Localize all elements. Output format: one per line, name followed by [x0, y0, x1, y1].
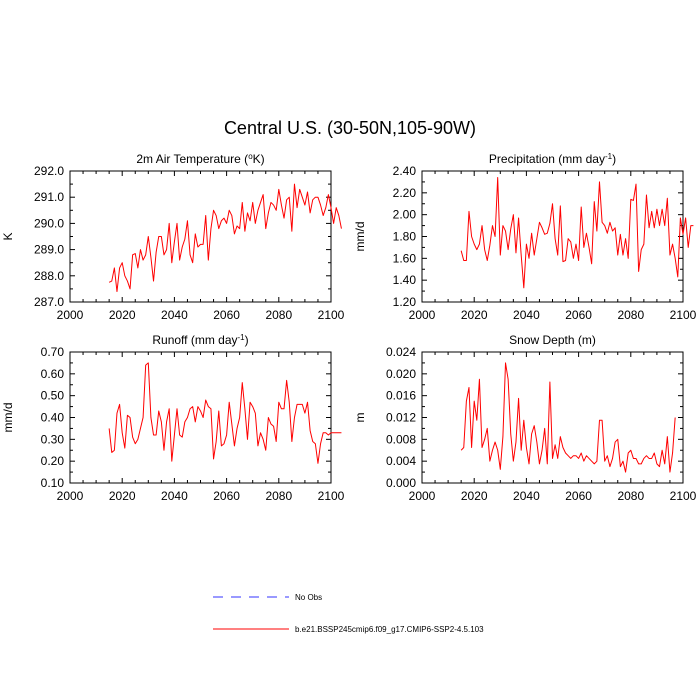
precipitation-y-tick-label: 2.20 — [393, 186, 417, 200]
runoff-y-tick-label: 0.10 — [41, 476, 65, 490]
snow-depth-x-tick-label: 2080 — [617, 489, 644, 503]
snow-depth-series-line — [460, 362, 676, 473]
snow-depth-y-tick-label: 0.020 — [386, 367, 416, 381]
runoff-panel-title: Runoff (mm day-1) — [152, 333, 248, 348]
precipitation-x-tick-label: 2040 — [513, 308, 540, 322]
temperature-y-tick-label: 290.0 — [34, 216, 64, 230]
runoff-x-tick-label: 2000 — [57, 489, 84, 503]
snow-depth-y-tick-label: 0.000 — [386, 476, 416, 490]
runoff-y-tick-label: 0.70 — [41, 345, 65, 359]
snow-depth-x-tick-label: 2020 — [461, 489, 488, 503]
temperature-y-tick-label: 289.0 — [34, 243, 64, 257]
precipitation-y-tick-label: 1.20 — [393, 295, 417, 309]
snow-depth-y-tick-label: 0.016 — [386, 389, 416, 403]
legend: No Obs b.e21.BSSP245cmip6.f09_g17.CMIP6-… — [213, 593, 484, 634]
runoff-x-tick-label: 2100 — [318, 489, 345, 503]
precipitation-x-tick-label: 2100 — [670, 308, 697, 322]
runoff-y-tick-label: 0.30 — [41, 432, 65, 446]
temperature-x-tick-label: 2060 — [213, 308, 240, 322]
precipitation-y-tick-label: 1.80 — [393, 230, 417, 244]
snow-depth-plot-frame — [421, 351, 684, 484]
precipitation-x-tick-label: 2000 — [409, 308, 436, 322]
temperature-y-tick-label: 288.0 — [34, 269, 64, 283]
runoff-y-tick-label: 0.50 — [41, 389, 65, 403]
snow-depth-panel-title: Snow Depth (m) — [509, 333, 596, 347]
panel-temperature: 2m Air Temperature (oK) K 2000 2020 2040 2060… — [1, 152, 345, 323]
temperature-x-tick-label: 2000 — [57, 308, 84, 322]
snow-depth-y-tick-label: 0.004 — [386, 454, 416, 468]
temperature-y-tick-label: 291.0 — [34, 190, 64, 204]
temperature-x-tick-label: 2100 — [318, 308, 345, 322]
panel-precipitation: Precipitation (mm day-1) mm/d 2000 2020 2040… — [353, 152, 697, 323]
precipitation-y-tick-label: 2.00 — [393, 208, 417, 222]
runoff-x-tick-label: 2040 — [161, 489, 188, 503]
runoff-y-tick-label: 0.20 — [41, 454, 65, 468]
runoff-series-line — [108, 362, 342, 464]
snow-depth-x-tick-label: 2000 — [409, 489, 436, 503]
snow-depth-y-tick-label: 0.008 — [386, 432, 416, 446]
snow-depth-x-tick-label: 2040 — [513, 489, 540, 503]
precipitation-y-axis-label: mm/d — [353, 222, 367, 252]
runoff-x-tick-label: 2080 — [265, 489, 292, 503]
snow-depth-y-tick-label: 0.024 — [386, 345, 416, 359]
runoff-y-axis-label: mm/d — [1, 403, 15, 433]
temperature-y-tick-label: 287.0 — [34, 295, 64, 309]
precipitation-x-tick-label: 2060 — [565, 308, 592, 322]
legend-obs-label: No Obs — [295, 593, 322, 602]
snow-depth-x-tick-label: 2100 — [670, 489, 697, 503]
legend-model-label: b.e21.BSSP245cmip6.f09_g17.CMIP6-SSP2-4.… — [295, 625, 484, 634]
precipitation-series-line — [460, 177, 694, 289]
panel-runoff: Runoff (mm day-1) mm/d 2000 2020 2040 2060 208… — [1, 333, 345, 504]
temperature-x-tick-label: 2080 — [265, 308, 292, 322]
temperature-y-tick-label: 292.0 — [34, 164, 64, 178]
temperature-y-axis-label: K — [1, 232, 15, 240]
precipitation-x-tick-label: 2020 — [461, 308, 488, 322]
snow-depth-y-axis-label: m — [353, 413, 367, 423]
snow-depth-x-tick-label: 2060 — [565, 489, 592, 503]
precipitation-y-tick-label: 1.40 — [393, 273, 417, 287]
temperature-x-tick-label: 2020 — [109, 308, 136, 322]
runoff-x-tick-label: 2020 — [109, 489, 136, 503]
temperature-x-tick-label: 2040 — [161, 308, 188, 322]
temperature-series-line — [108, 183, 342, 293]
precipitation-y-tick-label: 2.40 — [393, 164, 417, 178]
runoff-plot-frame — [69, 351, 332, 484]
runoff-y-tick-label: 0.40 — [41, 411, 65, 425]
snow-depth-y-tick-label: 0.012 — [386, 411, 416, 425]
precipitation-panel-title: Precipitation (mm day-1) — [489, 152, 616, 167]
runoff-y-tick-label: 0.60 — [41, 367, 65, 381]
precipitation-x-tick-label: 2080 — [617, 308, 644, 322]
panel-snow-depth: Snow Depth (m) m 2000 2020 2040 2060 2080 2100 0… — [353, 333, 697, 503]
figure-title: Central U.S. (30-50N,105-90W) — [224, 118, 476, 138]
precipitation-y-tick-label: 1.60 — [393, 251, 417, 265]
temperature-panel-title: 2m Air Temperature (oK) — [136, 152, 264, 167]
runoff-x-tick-label: 2060 — [213, 489, 240, 503]
